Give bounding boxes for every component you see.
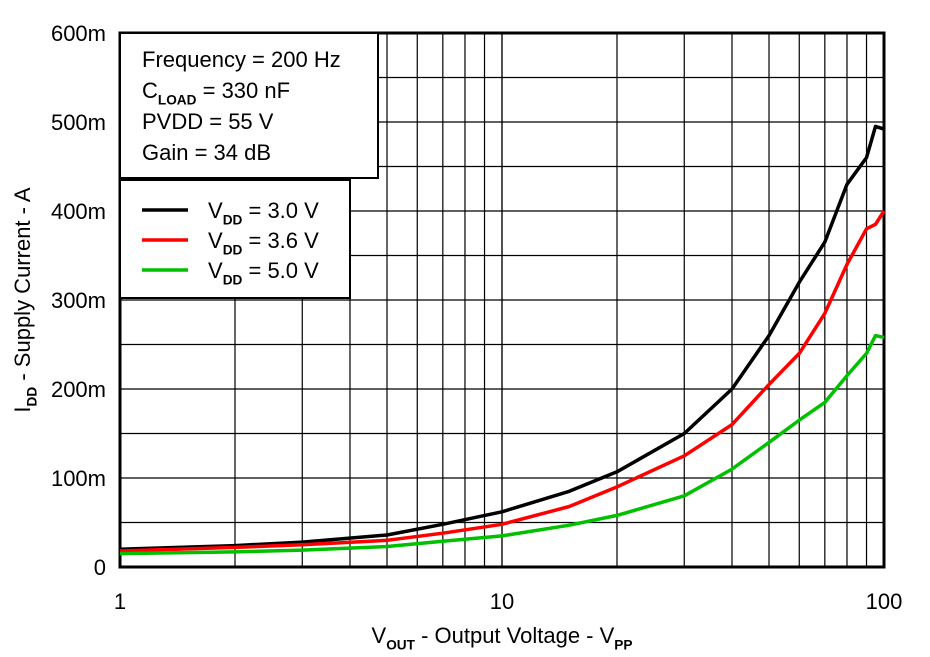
legend-label: VDD = 3.6 V (208, 228, 319, 258)
annotation-line: Gain = 34 dB (142, 140, 271, 165)
series-line-2 (119, 333, 885, 556)
x-tick-label: 1 (114, 589, 126, 614)
annotation-line: CLOAD = 330 nF (142, 78, 290, 108)
label-part: PP (614, 638, 632, 653)
label-part: V (208, 228, 223, 253)
y-axis-label: IDD - Supply Current - A (10, 187, 40, 412)
label-part: DD (223, 213, 243, 228)
label-part: V (208, 198, 223, 223)
label-part: - Output Voltage - V (415, 623, 615, 648)
label-part: C (142, 78, 158, 103)
label-part: = 5.0 V (242, 258, 319, 283)
y-tick-label: 0 (94, 555, 106, 580)
y-tick-label: 400m (51, 199, 106, 224)
label-part: = 3.6 V (242, 228, 319, 253)
label-part: = 330 nF (197, 78, 291, 103)
x-axis-label: VOUT - Output Voltage - VPP (372, 623, 633, 653)
label-part: V (372, 623, 387, 648)
annotation-box (119, 32, 379, 179)
legend-label: VDD = 5.0 V (208, 258, 319, 288)
label-part: V (208, 258, 223, 283)
series-line-0 (119, 124, 885, 551)
label-part: Frequency = 200 Hz (142, 47, 341, 72)
y-tick-label: 100m (51, 466, 106, 491)
y-tick-label: 200m (51, 377, 106, 402)
y-tick-label: 600m (51, 21, 106, 46)
label-part: DD (223, 273, 243, 288)
label-part: LOAD (158, 93, 197, 108)
plot-frame (118, 31, 886, 569)
y-tick-label: 500m (51, 110, 106, 135)
legend-label: VDD = 3.0 V (208, 198, 319, 228)
label-part: OUT (386, 638, 415, 653)
annotation-line: Frequency = 200 Hz (142, 47, 341, 72)
label-part: DD (25, 387, 40, 407)
annotation-line: PVDD = 55 V (142, 109, 274, 134)
label-part: I (10, 406, 35, 412)
x-tick-label: 100 (866, 589, 903, 614)
label-part: PVDD = 55 V (142, 109, 274, 134)
label-part: Gain = 34 dB (142, 140, 271, 165)
label-part: - Supply Current - A (10, 187, 35, 387)
label-part: DD (223, 243, 243, 258)
label-part: = 3.0 V (242, 198, 319, 223)
x-tick-label: 10 (490, 589, 514, 614)
series-line-1 (119, 210, 886, 553)
y-tick-label: 300m (51, 288, 106, 313)
